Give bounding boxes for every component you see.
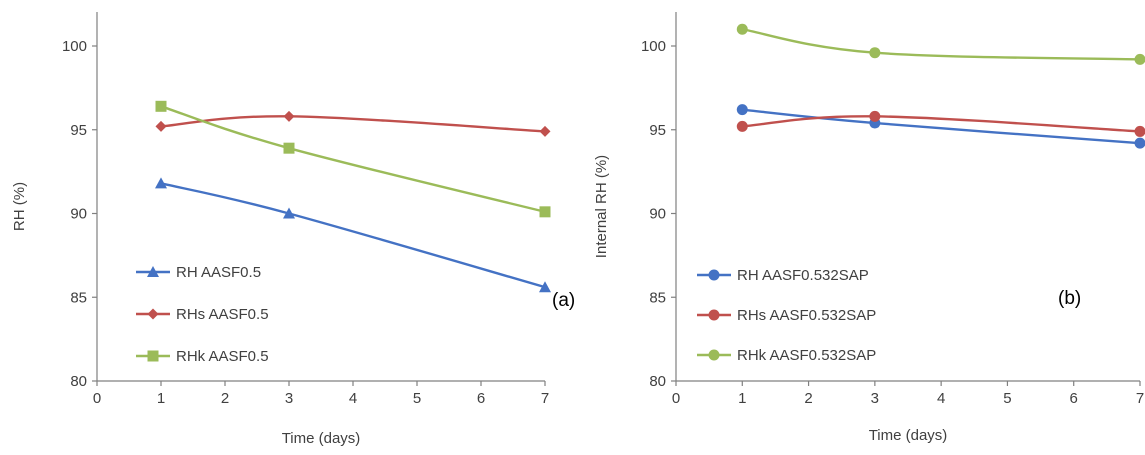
- data-point-1-3: [1134, 137, 1145, 149]
- legend-label: RHk AASF0.5: [176, 348, 269, 365]
- x-tick-label: 6: [477, 390, 485, 407]
- legend-marker: [708, 349, 720, 361]
- legend-label: RHk AASF0.532SAP: [737, 347, 876, 364]
- series-line-2: [160, 115, 546, 133]
- series-line-1: [742, 108, 1141, 145]
- x-tick-label: 6: [1070, 390, 1078, 407]
- panel-label: (b): [1058, 288, 1081, 309]
- data-point-1-3: [539, 281, 551, 293]
- data-point-1-2: [283, 207, 295, 219]
- y-tick-label: 80: [70, 373, 87, 390]
- y-tick-label: 85: [649, 289, 666, 306]
- legend-marker: [708, 309, 720, 321]
- data-point-2-1: [155, 120, 167, 132]
- y-axis-title: RH (%): [11, 182, 28, 231]
- legend-marker: [708, 269, 720, 281]
- x-axis-title: Time (days): [282, 430, 361, 447]
- data-point-2-3: [1134, 125, 1145, 137]
- y-tick-label: 100: [641, 38, 666, 55]
- chart-panel-1: 80 85 90 95 100 0 1 2 3 4 5 6 7 Time (days) RH (%) RH A…: [11, 12, 575, 447]
- x-axis-title: Time (days): [869, 427, 948, 444]
- data-point-1-1: [155, 177, 167, 189]
- y-axis-title: Internal RH (%): [593, 155, 610, 258]
- data-point-3-1: [736, 23, 748, 35]
- y-tick-label: 95: [70, 122, 87, 139]
- panel-label: (a): [552, 290, 575, 311]
- x-tick-label: 5: [413, 390, 421, 407]
- legend-marker: [147, 350, 159, 362]
- data-point-2-3: [539, 125, 551, 137]
- data-point-3-3: [539, 206, 551, 218]
- x-tick-label: 4: [937, 390, 945, 407]
- y-tick-label: 100: [62, 38, 87, 55]
- x-tick-label: 2: [804, 390, 812, 407]
- legend-label: RHs AASF0.5: [176, 306, 269, 323]
- legend-marker: [147, 266, 159, 277]
- x-tick-label: 3: [871, 390, 879, 407]
- legend-marker: [147, 308, 159, 320]
- y-tick-label: 90: [649, 206, 666, 223]
- x-tick-label: 7: [541, 390, 549, 407]
- y-tick-label: 85: [70, 289, 87, 306]
- data-point-2-1: [736, 120, 748, 132]
- data-point-3-3: [1134, 53, 1145, 65]
- data-point-2-2: [283, 110, 295, 122]
- series-line-3: [742, 28, 1141, 61]
- x-tick-label: 2: [221, 390, 229, 407]
- legend-label: RH AASF0.5: [176, 264, 261, 281]
- series-line-3: [160, 105, 546, 213]
- data-point-3-2: [869, 47, 881, 59]
- x-tick-label: 4: [349, 390, 357, 407]
- x-tick-label: 1: [157, 390, 165, 407]
- x-tick-label: 7: [1136, 390, 1144, 407]
- data-point-2-2: [869, 110, 881, 122]
- data-point-3-2: [283, 142, 295, 154]
- x-tick-label: 0: [672, 390, 680, 407]
- y-tick-label: 95: [649, 122, 666, 139]
- series-line-2: [742, 115, 1141, 133]
- chart-panel-2: 80 85 90 95 100 0 1 2 3 4 5 6 7 Time (days) Internal R…: [593, 12, 1145, 444]
- x-tick-label: 3: [285, 390, 293, 407]
- data-point-1-1: [736, 104, 748, 116]
- series-line-1: [160, 182, 546, 289]
- y-tick-label: 90: [70, 206, 87, 223]
- x-tick-label: 0: [93, 390, 101, 407]
- x-tick-label: 1: [738, 390, 746, 407]
- legend-label: RHs AASF0.532SAP: [737, 307, 876, 324]
- y-tick-label: 80: [649, 373, 666, 390]
- x-tick-label: 5: [1003, 390, 1011, 407]
- data-point-3-1: [155, 100, 167, 112]
- legend-label: RH AASF0.532SAP: [737, 267, 869, 284]
